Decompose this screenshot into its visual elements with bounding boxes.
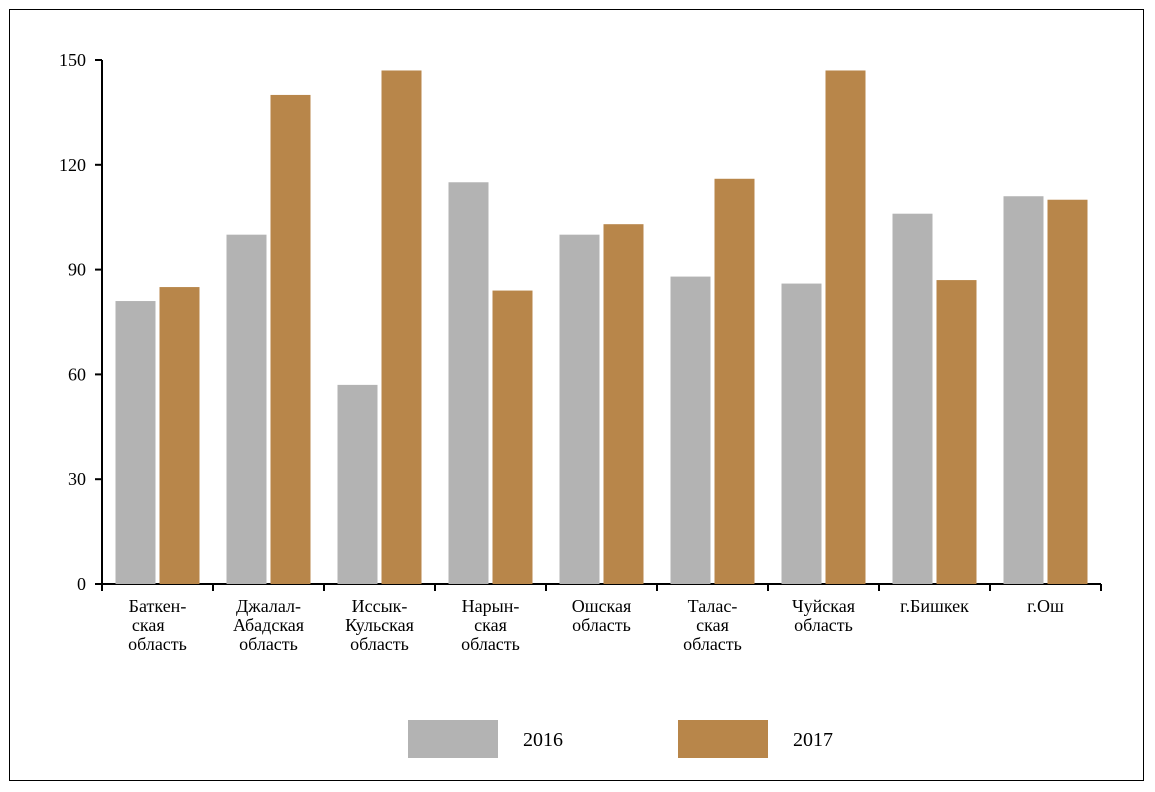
x-tick-label-line: область: [239, 634, 298, 654]
x-tick-labels: Баткен-ская областьДжалал-Абадскаяоблас…: [128, 596, 1064, 654]
bar-2017: [603, 224, 644, 585]
bar-2017: [270, 94, 311, 584]
x-tick-label-line: г.Бишкек: [900, 596, 969, 616]
x-tick-label-line: ская: [696, 615, 729, 635]
y-tick-label: 90: [68, 260, 86, 280]
bar-2017: [159, 287, 200, 584]
x-tick-label-line: ская : [132, 615, 183, 635]
legend-label-2016: 2016: [523, 729, 563, 751]
bar-2017: [714, 178, 755, 585]
x-tick-label: Талас-ская область: [683, 596, 742, 654]
x-tick-label-line: Баткен-: [129, 596, 187, 616]
axes: [95, 59, 1102, 591]
x-tick-label-line: область: [572, 615, 631, 635]
x-tick-label-line: Абадская: [233, 615, 304, 635]
bars: [115, 70, 1088, 585]
bar-2016: [115, 301, 156, 584]
bar-2017: [381, 70, 422, 585]
y-tick-label: 30: [68, 469, 86, 489]
x-tick-label-line: Чуйская: [792, 596, 855, 616]
x-tick-label: Джалал-Абадская область: [233, 596, 304, 654]
bar-2016: [337, 384, 378, 584]
x-tick-label: Нарын-ская область: [461, 596, 520, 654]
bar-2017: [492, 290, 533, 584]
x-tick-label-line: область: [461, 634, 520, 654]
bar-2017: [936, 280, 977, 584]
x-tick-label-line: Ошская: [572, 596, 632, 616]
x-tick-label-line: г.Ош: [1027, 596, 1064, 616]
x-tick-label: Иссык-Кульская область: [345, 596, 414, 654]
bar-2016: [892, 213, 933, 584]
y-tick-label: 0: [77, 574, 86, 594]
x-tick-label-line: Нарын-: [462, 596, 520, 616]
y-tick-label: 150: [59, 50, 86, 70]
bar-2016: [226, 234, 267, 584]
x-tick-label-line: область: [794, 615, 853, 635]
bar-2017: [1047, 199, 1088, 584]
legend-label-2017: 2017: [793, 729, 833, 751]
bar-2016: [1003, 196, 1044, 585]
x-tick-label: Чуйская область: [792, 596, 855, 635]
x-tick-label: г.Ош: [1027, 596, 1064, 616]
x-tick-label-line: область: [350, 634, 409, 654]
bar-2016: [781, 283, 822, 584]
x-tick-label-line: область: [683, 634, 742, 654]
x-tick-label-line: Талас-: [688, 596, 738, 616]
y-tick-label: 60: [68, 364, 86, 384]
x-tick-label-line: область: [128, 634, 187, 654]
bar-2016: [559, 234, 600, 584]
bar-2017: [825, 70, 866, 585]
x-tick-label: г.Бишкек: [900, 596, 969, 616]
legend-swatch-2016: [408, 720, 498, 758]
bar-2016: [448, 182, 489, 584]
y-tick-label: 120: [59, 155, 86, 175]
x-tick-label-line: Кульская: [345, 615, 414, 635]
x-tick-label-line: ская: [474, 615, 507, 635]
x-tick-label-line: Иссык-: [352, 596, 408, 616]
x-tick-label: Баткен-ская область: [128, 596, 187, 654]
legend: 2016 2017: [408, 720, 833, 758]
y-tick-labels: 0 30 60 90 120 150: [59, 50, 86, 594]
bar-2016: [670, 276, 711, 584]
x-tick-label: Ошская область: [572, 596, 632, 635]
x-tick-label-line: Джалал-: [236, 596, 301, 616]
legend-swatch-2017: [678, 720, 768, 758]
